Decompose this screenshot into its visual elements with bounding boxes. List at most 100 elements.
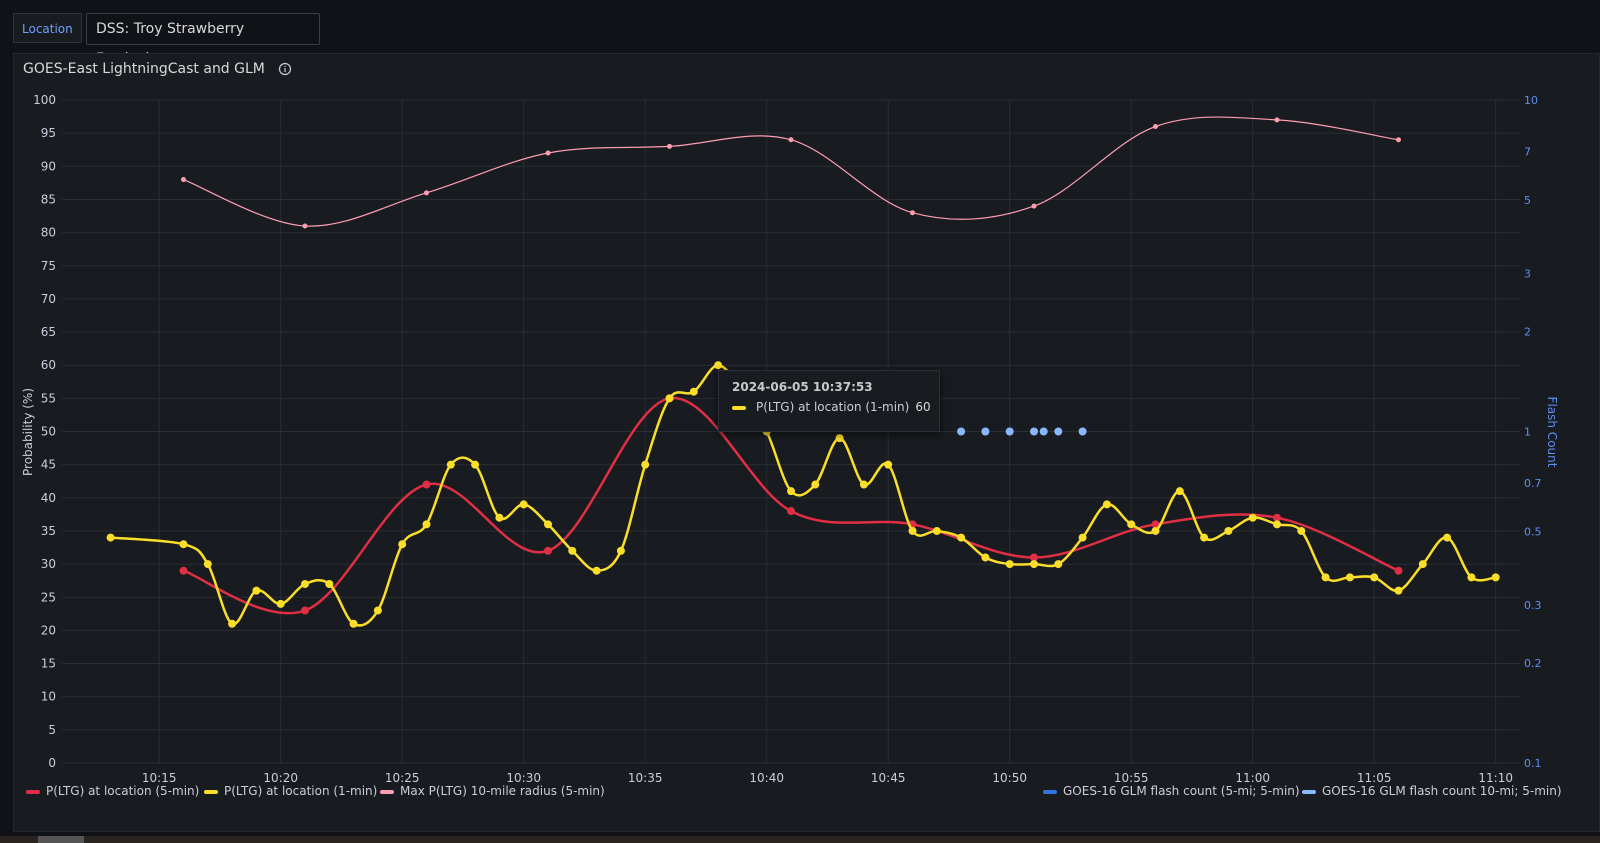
series-point bbox=[1200, 533, 1209, 542]
series-point bbox=[1054, 560, 1063, 569]
series-point bbox=[544, 520, 552, 529]
y-tick-label: 25 bbox=[41, 590, 56, 604]
series-point bbox=[1248, 513, 1257, 522]
y2-tick-label: 2 bbox=[1524, 326, 1531, 339]
x-tick-label: 10:35 bbox=[628, 771, 663, 785]
series-point bbox=[568, 546, 577, 555]
series-2 bbox=[181, 116, 1401, 229]
x-tick-label: 10:30 bbox=[506, 771, 541, 785]
series-point bbox=[788, 137, 794, 143]
series-point bbox=[1127, 520, 1136, 529]
y-tick-label: 30 bbox=[41, 557, 56, 571]
series-point bbox=[1418, 560, 1427, 569]
legend-label: Max P(LTG) 10-mile radius (5-min) bbox=[400, 784, 605, 798]
y-tick-label: 40 bbox=[41, 491, 56, 505]
y-tick-label: 90 bbox=[41, 159, 56, 173]
series-point bbox=[228, 619, 237, 628]
tooltip-value: 60 bbox=[915, 400, 931, 414]
series-point bbox=[981, 553, 990, 562]
legend-swatch bbox=[1302, 789, 1316, 794]
series-point bbox=[714, 361, 723, 370]
series-point bbox=[787, 507, 795, 516]
series-layer bbox=[106, 116, 1500, 628]
series-point bbox=[1345, 573, 1354, 582]
x-axis-ticks: 10:15 10:20 10:25 10:30 10:35 10:40 10:45 10:50… bbox=[142, 771, 1513, 785]
flash-count-point bbox=[957, 427, 966, 436]
series-point bbox=[398, 540, 407, 549]
series-point bbox=[349, 619, 358, 628]
series-point bbox=[616, 546, 625, 555]
series-point bbox=[835, 434, 844, 443]
series-3 bbox=[957, 427, 1087, 436]
series-point bbox=[641, 460, 650, 469]
y2-tick-label: 7 bbox=[1524, 145, 1531, 158]
legend-item-max-radius[interactable]: Max P(LTG) 10-mile radius (5-min) bbox=[380, 784, 605, 798]
flash-count-point bbox=[1078, 427, 1087, 436]
series-point bbox=[422, 520, 431, 529]
left-axis-label: Probability (%) bbox=[21, 388, 35, 476]
series-point bbox=[1078, 533, 1087, 542]
series-point bbox=[276, 599, 285, 608]
info-icon[interactable] bbox=[278, 62, 292, 76]
y-tick-label: 45 bbox=[41, 458, 56, 472]
legend-item-1min[interactable]: P(LTG) at location (1-min) bbox=[204, 784, 377, 798]
series-point bbox=[1273, 513, 1281, 522]
right-axis-label: Flash Count bbox=[1545, 397, 1559, 468]
series-1 bbox=[106, 361, 1500, 628]
series-point bbox=[1396, 137, 1401, 143]
flash-count-point bbox=[1030, 427, 1038, 436]
series-point bbox=[544, 546, 552, 555]
series-point bbox=[1370, 573, 1379, 582]
series-point bbox=[1297, 526, 1306, 535]
legend-label: P(LTG) at location (5-min) bbox=[46, 784, 200, 798]
series-point bbox=[1394, 586, 1403, 595]
series-point bbox=[910, 210, 915, 216]
series-point bbox=[203, 560, 212, 569]
legend-item-glm-10mi[interactable]: GOES-16 GLM flash count 10-mi; 5-min) bbox=[1302, 784, 1562, 798]
y-tick-label: 65 bbox=[41, 325, 56, 339]
series-point bbox=[446, 460, 455, 469]
y-tick-label: 15 bbox=[41, 657, 56, 671]
series-point bbox=[545, 150, 551, 156]
series-point bbox=[1274, 117, 1280, 123]
legend-swatch bbox=[26, 789, 40, 794]
x-tick-label: 11:10 bbox=[1478, 771, 1513, 785]
tooltip-swatch bbox=[732, 405, 746, 410]
series-point bbox=[1394, 566, 1403, 575]
series-point bbox=[908, 526, 917, 535]
x-tick-label: 10:55 bbox=[1114, 771, 1149, 785]
series-point bbox=[592, 566, 601, 575]
series-point bbox=[1491, 573, 1500, 582]
series-point bbox=[422, 480, 431, 489]
legend-label: GOES-16 GLM flash count 10-mi; 5-min) bbox=[1322, 784, 1562, 798]
legend-swatch bbox=[204, 789, 218, 794]
series-point bbox=[495, 513, 504, 522]
flash-count-point bbox=[1005, 427, 1014, 436]
series-point bbox=[1467, 573, 1476, 582]
left-axis-ticks: 0 5 10 15 20 25 30 35 40 45 50 55 60 65 70 75 80 85 90 95 10… bbox=[33, 93, 56, 770]
y-tick-label: 85 bbox=[41, 192, 56, 206]
series-point bbox=[1151, 520, 1160, 529]
y2-tick-label: 0.1 bbox=[1524, 757, 1542, 770]
x-tick-label: 11:05 bbox=[1357, 771, 1392, 785]
hover-tooltip: 2024-06-05 10:37:53 P(LTG) at location (… bbox=[718, 370, 940, 432]
series-point bbox=[957, 533, 966, 542]
x-tick-label: 10:40 bbox=[749, 771, 784, 785]
series-point bbox=[1031, 203, 1037, 209]
right-axis-ticks: 0.1 0.2 0.3 0.5 0.7 1 2 3 5 7 10 bbox=[1524, 94, 1542, 770]
y2-tick-label: 3 bbox=[1524, 267, 1531, 280]
series-point bbox=[301, 579, 309, 588]
series-point bbox=[665, 394, 674, 403]
legend-item-5min[interactable]: P(LTG) at location (5-min) bbox=[26, 784, 199, 798]
tooltip-series: P(LTG) at location (1-min) bbox=[756, 400, 910, 414]
tooltip-time: 2024-06-05 10:37:53 bbox=[732, 380, 873, 394]
x-tick-label: 10:15 bbox=[142, 771, 177, 785]
tooltip-row: P(LTG) at location (1-min) 60 bbox=[732, 400, 931, 414]
x-tick-label: 10:50 bbox=[992, 771, 1027, 785]
scrollbar-thumb[interactable] bbox=[38, 836, 84, 843]
series-point bbox=[1321, 573, 1330, 582]
series-point bbox=[932, 526, 941, 535]
horizontal-scrollbar[interactable] bbox=[0, 836, 1600, 843]
legend-item-glm-5mi[interactable]: GOES-16 GLM flash count (5-mi; 5-min) bbox=[1043, 784, 1300, 798]
